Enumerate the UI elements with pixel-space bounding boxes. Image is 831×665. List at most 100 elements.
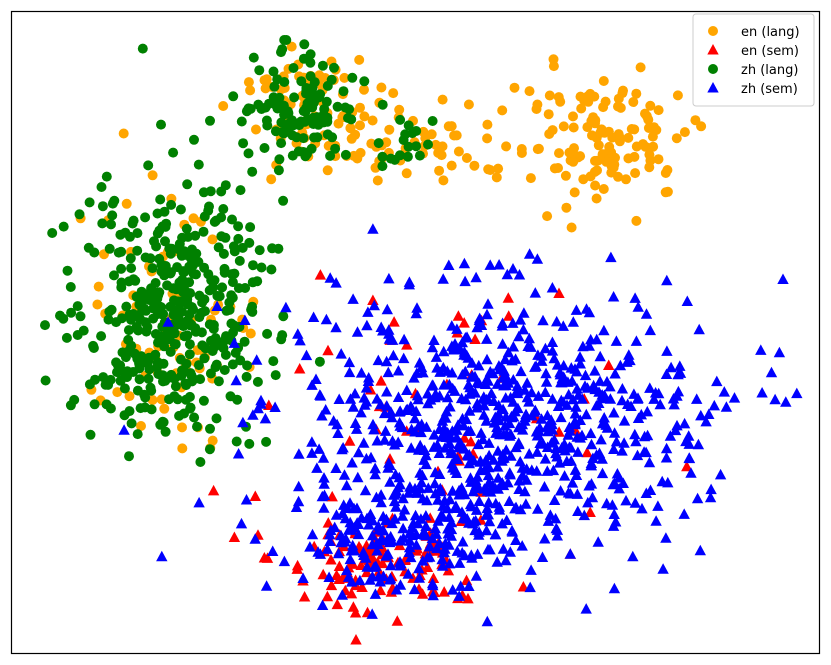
data-point <box>132 385 143 396</box>
data-point <box>537 314 549 326</box>
data-point <box>160 221 171 232</box>
data-point <box>590 180 601 191</box>
data-point <box>604 380 616 392</box>
data-point <box>344 435 356 446</box>
data-point <box>381 386 393 397</box>
data-point <box>211 300 223 311</box>
data-point <box>585 438 598 450</box>
data-point <box>221 305 232 316</box>
data-point <box>451 130 462 141</box>
data-point <box>132 228 143 239</box>
data-point <box>218 343 229 354</box>
data-point <box>249 490 261 501</box>
data-point <box>333 393 345 404</box>
data-point <box>438 175 449 186</box>
data-point <box>317 60 328 71</box>
data-point <box>427 579 439 591</box>
data-point <box>107 210 118 221</box>
data-point <box>279 35 290 45</box>
data-point <box>414 439 426 451</box>
data-point <box>576 103 587 114</box>
data-point <box>192 421 202 432</box>
data-point <box>598 184 609 194</box>
data-point <box>507 317 519 328</box>
data-point <box>539 453 552 464</box>
data-point <box>321 590 334 602</box>
data-point <box>330 277 342 288</box>
data-point <box>531 253 544 264</box>
data-point <box>198 226 209 237</box>
data-point <box>446 320 458 331</box>
data-point <box>499 369 512 380</box>
data-point <box>598 76 609 86</box>
data-point <box>640 487 652 498</box>
data-point <box>532 349 544 360</box>
data-point <box>272 74 283 85</box>
data-point <box>481 333 493 344</box>
data-point <box>497 105 508 116</box>
data-point <box>268 92 279 103</box>
data-point <box>239 314 251 325</box>
data-point <box>561 455 573 466</box>
data-point <box>198 395 209 406</box>
data-point <box>209 341 220 352</box>
data-point <box>629 292 641 303</box>
data-point <box>601 156 612 167</box>
data-point <box>478 409 490 420</box>
data-point <box>546 393 559 404</box>
data-point <box>228 531 241 542</box>
data-point <box>421 388 434 399</box>
data-point <box>359 76 370 87</box>
data-point <box>653 105 664 116</box>
data-point <box>777 273 789 284</box>
data-point <box>245 328 256 339</box>
data-point <box>631 141 642 152</box>
data-point <box>278 195 289 206</box>
data-point <box>259 412 272 424</box>
data-point <box>587 452 599 463</box>
data-point <box>569 408 581 419</box>
data-point <box>503 417 516 429</box>
data-point <box>347 401 360 412</box>
data-point <box>509 82 520 93</box>
data-point <box>266 264 277 275</box>
data-point <box>380 355 393 367</box>
legend-marker <box>707 82 719 93</box>
data-point <box>170 381 181 392</box>
data-point <box>533 143 544 154</box>
data-point <box>345 587 358 599</box>
data-point <box>521 377 533 388</box>
data-point <box>426 129 437 140</box>
data-point <box>536 355 548 366</box>
data-point <box>296 116 306 127</box>
data-point <box>542 211 553 222</box>
data-point <box>156 550 168 562</box>
data-point <box>316 410 328 421</box>
data-point <box>607 520 620 531</box>
data-point <box>586 491 599 503</box>
data-point <box>358 437 370 448</box>
data-point <box>691 393 703 404</box>
data-point <box>481 308 493 320</box>
data-point <box>728 392 741 403</box>
data-point <box>367 115 378 126</box>
data-point <box>366 608 378 619</box>
data-point <box>127 218 138 229</box>
data-point <box>298 591 311 602</box>
data-point <box>497 479 510 491</box>
data-point <box>155 419 166 430</box>
data-point <box>176 354 186 365</box>
data-point <box>413 357 426 368</box>
data-point <box>609 368 621 379</box>
data-point <box>531 465 543 476</box>
data-point <box>351 502 363 513</box>
data-point <box>631 449 644 461</box>
data-point <box>333 560 346 571</box>
data-point <box>151 241 162 252</box>
data-point <box>228 337 240 348</box>
data-point <box>212 290 223 301</box>
data-point <box>189 412 200 423</box>
data-point <box>405 423 418 435</box>
data-point <box>216 231 227 242</box>
data-point <box>576 429 588 441</box>
